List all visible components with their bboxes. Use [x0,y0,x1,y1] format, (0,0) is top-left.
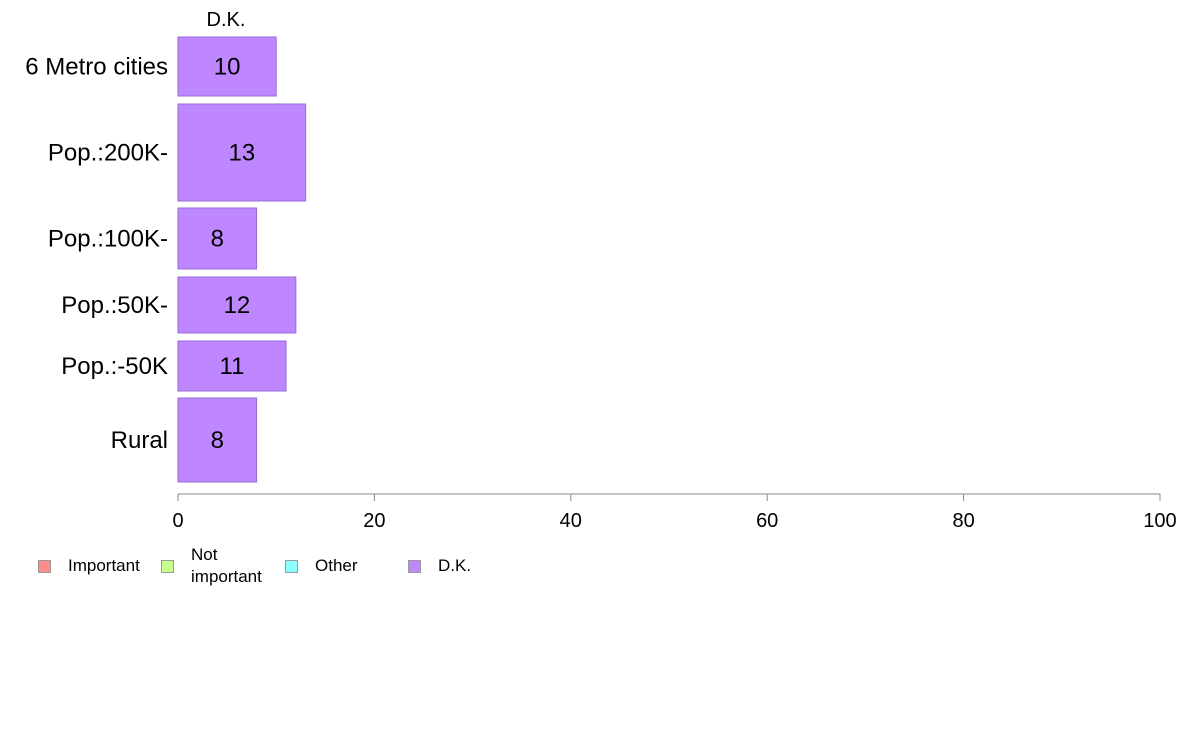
bar-pop-100k [177,207,258,270]
x-tick-label-80: 80 [952,510,974,532]
legend-item-dk: D.K. [408,544,528,588]
bar-6-metro-cities [177,36,277,97]
bar-chart: D.K. 6 Metro cities 10 Pop.:200K- 13 Pop.:10… [25,9,1177,532]
x-axis: 0 20 40 60 80 100 [172,493,1177,532]
legend-swatch-not-important [161,559,174,573]
data-label-pop-50k: 11 [220,353,245,380]
legend-item-not-important: Not important [161,544,271,588]
legend-label-important: Important [68,556,140,575]
x-tick-label-40: 40 [560,510,582,532]
legend-swatch-other [285,559,298,573]
data-label-pop-200k: 13 [228,140,255,167]
legend-swatch-dk [408,559,421,573]
legend-item-other: Other [285,544,405,588]
data-label-pop-100k: 8 [211,226,224,253]
data-label-rural: 8 [211,427,224,454]
category-label-pop-100k: Pop.:100K- [48,226,168,253]
x-tick-label-0: 0 [172,510,183,532]
legend-item-important: Important [38,544,158,588]
bars-group: 6 Metro cities 10 Pop.:200K- 13 Pop.:100K- 8 P… [25,36,307,483]
category-label-6-metro-cities: 6 Metro cities [25,54,168,81]
x-tick-label-60: 60 [756,510,778,532]
x-tick-label-20: 20 [363,510,385,532]
category-label-pop-50k: Pop.:50K- [61,292,168,319]
bar-rural [177,397,258,483]
category-label-rural: Rural [111,427,168,454]
series-header: D.K. [207,9,246,31]
bar-pop-200k [177,103,307,202]
legend-label-other: Other [315,556,358,575]
category-label-pop-50k: Pop.:-50K [61,353,168,380]
bar-pop-50k [177,276,297,334]
bar-pop-50k [177,340,287,392]
legend-label-not-important: Not important [191,545,262,586]
x-tick-label-100: 100 [1143,510,1176,532]
category-label-pop-200k: Pop.:200K- [48,140,168,167]
data-label-6-metro-cities: 10 [214,54,241,81]
data-label-pop-50k: 12 [224,292,251,319]
legend-label-dk: D.K. [438,556,472,575]
legend-swatch-important [38,559,51,573]
